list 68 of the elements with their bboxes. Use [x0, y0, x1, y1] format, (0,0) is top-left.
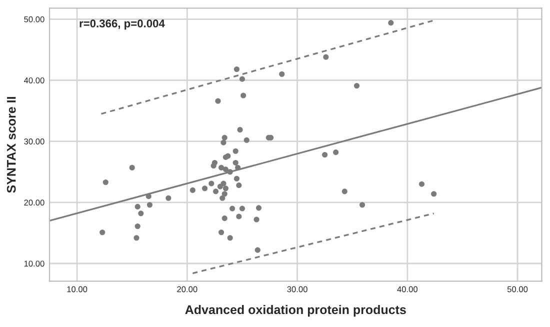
point [279, 71, 285, 77]
point [239, 206, 245, 212]
point [222, 134, 228, 140]
y-tick-label: 20.00 [24, 200, 44, 206]
point [234, 66, 240, 72]
point [236, 214, 242, 220]
point [222, 186, 228, 192]
point [220, 195, 226, 201]
point [234, 176, 240, 182]
point [222, 166, 228, 172]
point [322, 152, 328, 158]
y-tick-label: 40.00 [24, 77, 44, 84]
point [208, 180, 214, 186]
point [227, 235, 233, 241]
point [256, 205, 262, 211]
point [230, 206, 236, 212]
point [333, 150, 339, 156]
point [222, 154, 228, 160]
point [359, 202, 366, 208]
x-tick-label: 10.00 [67, 286, 88, 292]
point [215, 98, 221, 104]
point [232, 148, 238, 154]
x-tick-label: 40.00 [397, 286, 418, 292]
point [100, 230, 106, 236]
point [220, 180, 226, 186]
point [222, 216, 228, 222]
point [134, 204, 140, 210]
point [418, 181, 424, 187]
point [190, 187, 196, 193]
point [146, 202, 152, 208]
point [166, 195, 172, 201]
point [431, 191, 437, 197]
point [342, 188, 348, 194]
point [134, 235, 140, 241]
y-tick-label: 10.00 [24, 260, 44, 267]
point [138, 210, 144, 216]
point [222, 191, 228, 197]
point [323, 54, 329, 60]
point [388, 20, 394, 26]
point [235, 164, 241, 170]
y-axis-title: SYNTAX score II [6, 97, 16, 193]
y-tick-label: 50.00 [24, 16, 44, 22]
point [134, 223, 140, 230]
point [239, 76, 245, 82]
point [254, 247, 260, 253]
point [213, 188, 219, 194]
point [146, 194, 152, 200]
point [218, 230, 224, 236]
point [244, 137, 250, 143]
x-axis-title: Advanced oxidation protein products [185, 304, 406, 317]
x-tick-label: 20.00 [177, 286, 198, 292]
point [236, 182, 242, 188]
point [217, 184, 223, 190]
point [202, 186, 208, 192]
point [254, 216, 260, 222]
x-tick-label: 50.00 [507, 286, 528, 292]
point [354, 82, 360, 89]
point [218, 164, 224, 170]
point [237, 126, 243, 133]
annotation: r=0.366, p=0.004 [80, 20, 165, 30]
point [129, 164, 135, 170]
point [220, 140, 226, 146]
point [227, 169, 233, 175]
point [240, 92, 246, 98]
point [232, 160, 238, 166]
x-tick-label: 30.00 [287, 286, 308, 292]
y-tick-label: 30.00 [24, 138, 44, 144]
point [102, 179, 108, 186]
